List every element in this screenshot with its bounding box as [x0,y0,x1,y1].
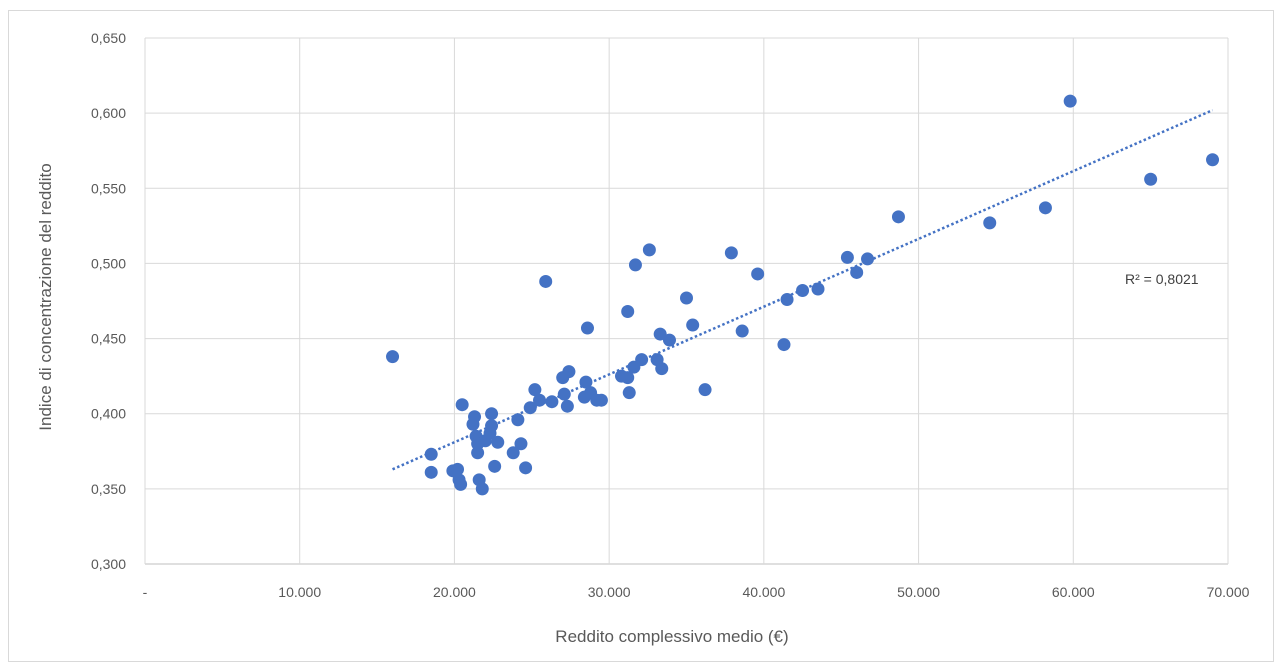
data-point [1206,153,1219,166]
y-tick-label: 0,550 [91,180,126,196]
data-point [781,293,794,306]
data-point [545,395,558,408]
data-point [488,460,501,473]
data-point [663,334,676,347]
y-tick-label: 0,600 [91,105,126,121]
data-point [643,243,656,256]
data-point [680,291,693,304]
data-point [595,394,608,407]
data-point [561,400,574,413]
data-point [699,383,712,396]
y-tick-label: 0,650 [91,30,126,46]
data-point [623,386,636,399]
x-tick-label: 40.000 [742,584,785,600]
data-point [812,282,825,295]
data-point [635,353,648,366]
x-axis-title: Reddito complessivo medio (€) [555,627,788,646]
data-point [511,413,524,426]
data-point [425,466,438,479]
data-point [558,388,571,401]
data-point [386,350,399,363]
data-point [841,251,854,264]
data-point [1064,95,1077,108]
data-point [861,252,874,265]
data-point [539,275,552,288]
data-point [514,437,527,450]
data-point [796,284,809,297]
data-point [581,322,594,335]
y-axis-title: Indice di concentrazione del reddito [36,163,55,430]
x-tick-label: 10.000 [278,584,321,600]
data-point [454,478,467,491]
r-squared-label: R² = 0,8021 [1125,271,1199,287]
data-point [519,461,532,474]
x-tick-label: 20.000 [433,584,476,600]
data-point [425,448,438,461]
data-point [485,419,498,432]
data-point [621,305,634,318]
data-point [1144,173,1157,186]
data-points [386,95,1219,496]
data-point [850,266,863,279]
y-tick-label: 0,400 [91,406,126,422]
data-point [736,325,749,338]
data-point [456,398,469,411]
data-point [476,482,489,495]
x-tick-label: 70.000 [1207,584,1250,600]
y-axis-ticks: 0,300 0,350 0,400 0,450 0,500 0,550 0,600 0,650 [91,30,126,572]
x-tick-label: 50.000 [897,584,940,600]
x-tick-label: - [143,584,148,600]
data-point [533,394,546,407]
data-point [686,319,699,332]
data-point [1039,201,1052,214]
y-tick-label: 0,350 [91,481,126,497]
data-point [468,410,481,423]
data-point [491,436,504,449]
data-point [629,258,642,271]
data-point [892,210,905,223]
data-point [485,407,498,420]
data-point [725,246,738,259]
y-tick-label: 0,500 [91,255,126,271]
y-tick-label: 0,300 [91,556,126,572]
data-point [777,338,790,351]
x-tick-label: 60.000 [1052,584,1095,600]
y-tick-label: 0,450 [91,331,126,347]
x-axis-ticks: - 10.000 20.000 30.000 40.000 50.000 60.000 70.… [143,584,1250,600]
data-point [751,267,764,280]
data-point [562,365,575,378]
data-point [655,362,668,375]
x-tick-label: 30.000 [588,584,631,600]
data-point [983,216,996,229]
